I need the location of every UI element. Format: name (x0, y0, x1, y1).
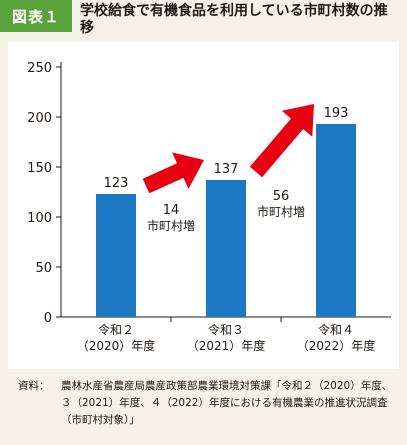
plot-panel: 0 50 100 150 200 250 123 令和２ （2020）年度 137 令和３ （2021… (8, 42, 399, 369)
bar (206, 180, 246, 317)
source-prefix: 資料： (18, 380, 50, 392)
bar-value-label: 123 (104, 176, 129, 191)
y-tick-label: 50 (35, 261, 52, 276)
y-tick-label: 250 (27, 61, 52, 76)
x-tick-label: （2021）年度 (187, 338, 266, 353)
increase-arrow (142, 152, 204, 194)
bar (96, 194, 136, 317)
increase-value: 14 (163, 203, 180, 218)
increase-value: 56 (273, 189, 290, 204)
x-tick-label: 令和２ (98, 322, 134, 337)
figure-label: 図表１ (0, 0, 72, 32)
chart-title: 学校給食で有機食品を利用している市町村数の推移 (80, 3, 388, 36)
source-text: 農林水産省農産局農産政策部農業環境対策課「令和２（2020）年度、３（2021）… (61, 380, 393, 426)
increase-arrow (249, 104, 314, 178)
bar (316, 124, 356, 317)
x-tick-label: 令和３ (208, 322, 244, 337)
bar-value-label: 193 (324, 106, 349, 121)
increase-label: 市町村増 (147, 218, 195, 233)
y-tick-label: 100 (27, 211, 52, 226)
increase-label: 市町村増 (257, 204, 305, 219)
bar-chart: 0 50 100 150 200 250 123 令和２（2020）年度 137 令和３（2021… (27, 61, 391, 353)
y-tick-label: 150 (27, 161, 52, 176)
x-tick-label: 令和４ (318, 322, 354, 337)
x-tick-label: （2020）年度 (77, 338, 156, 353)
y-tick-label: 200 (27, 111, 52, 126)
y-tick-label: 0 (44, 311, 52, 326)
figure-header: 図表１ 学校給食で有機食品を利用している市町村数の推移 (0, 0, 407, 40)
x-tick-label: （2022）年度 (297, 338, 376, 353)
bar-value-label: 137 (214, 162, 239, 177)
